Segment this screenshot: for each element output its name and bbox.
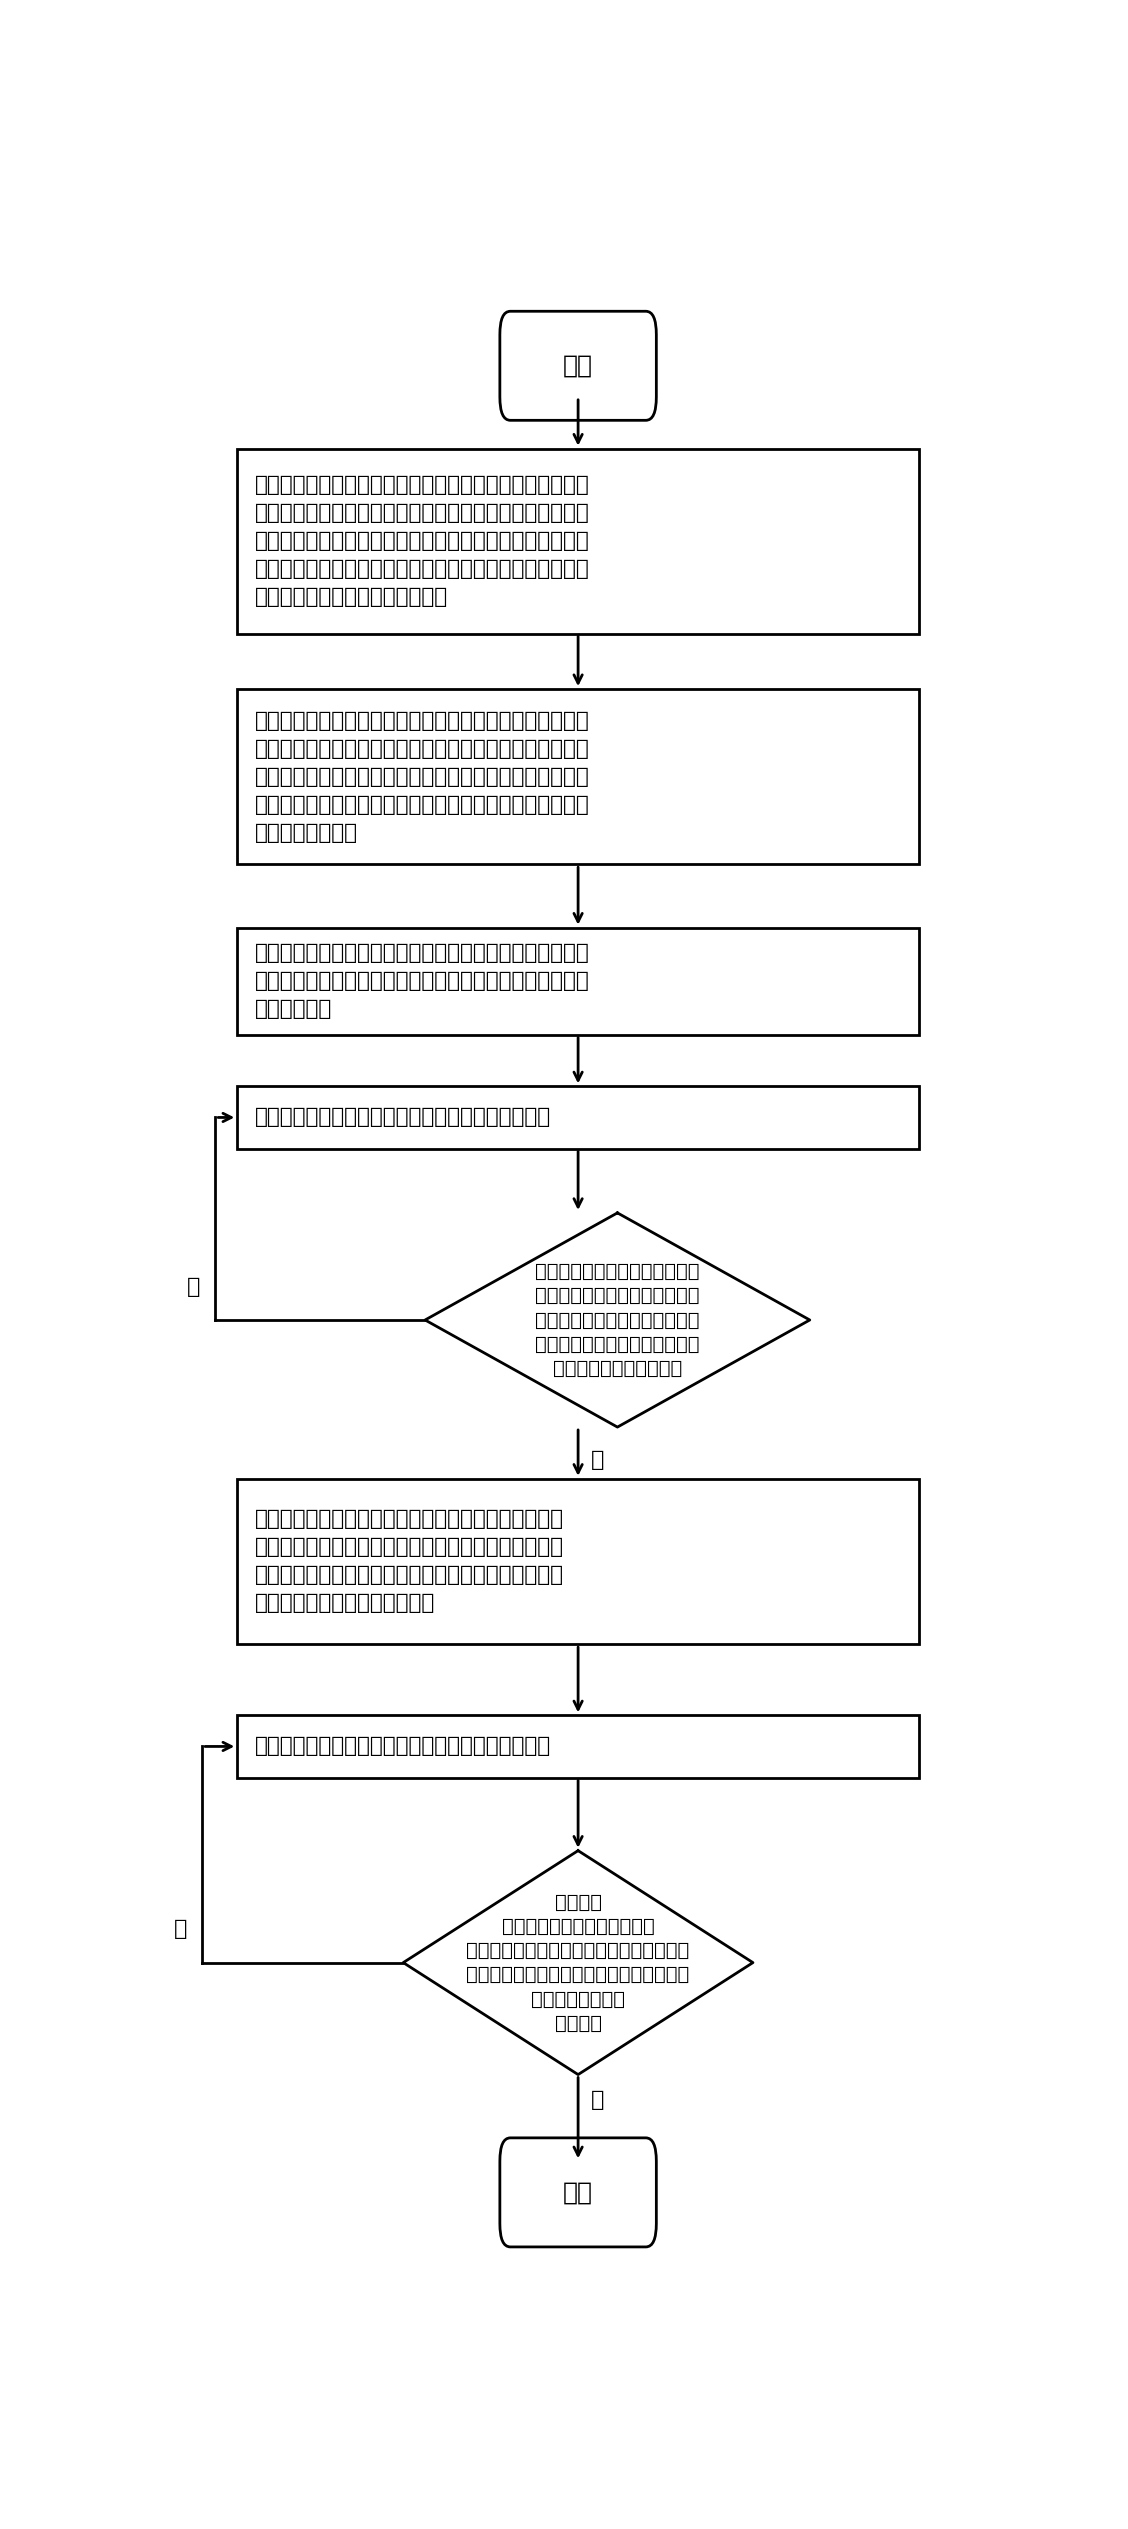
Text: 根据当前
迭代得到的光学参数分布，计
算脉冲激光入射时边界的辐射强度信号，得
到目标函数，判断当前迭代的目标函数是否
小于给定的目标函
数阈值；: 根据当前 迭代得到的光学参数分布，计 算脉冲激光入射时边界的辐射强度信号，得 到… (467, 1892, 689, 2033)
FancyBboxPatch shape (500, 311, 656, 420)
Text: 根据共轭梯度法更新弥散介质光学参数场的分布值；: 根据共轭梯度法更新弥散介质光学参数场的分布值； (255, 1108, 550, 1128)
Text: 否: 否 (187, 1277, 200, 1297)
Text: 是: 是 (591, 1452, 605, 1469)
Text: 结束: 结束 (563, 2180, 593, 2205)
Bar (237, 1087, 919, 1148)
Text: 根据共轭梯度法更新弥散介质光学参数场的分布值；: 根据共轭梯度法更新弥散介质光学参数场的分布值； (255, 1737, 550, 1758)
Bar (237, 928, 919, 1034)
Text: 将当前迭代得到的调频激光入射时的重建结果，作为脉
冲激光入射时的光学参数场的初值，根据时域辐射传输
方程计算得到介质边界的透反射辐射强度信号，与步骤
二中的测量: 将当前迭代得到的调频激光入射时的重建结果，作为脉 冲激光入射时的光学参数场的初值… (255, 1510, 564, 1614)
Bar (237, 1715, 919, 1778)
Bar (237, 1479, 919, 1644)
Text: 利用激光头发射出的脉冲激光分别入射介质的四个边界，激
光头每发射一次激光则利用微透镜阵列光场相机采集一次介
质边界的辐射场信号，数据采集处理系统分别对获得的辐射: 利用激光头发射出的脉冲激光分别入射介质的四个边界，激 光头每发射一次激光则利用微… (255, 711, 590, 842)
Text: 根据当前迭代得到的光学参数分
布，计算调频激光入射时边界的
辐射强度信号，得到目标函数，
判断当前迭代的目标函数是否小
于给定的目标函数阈值；: 根据当前迭代得到的光学参数分 布，计算调频激光入射时边界的 辐射强度信号，得到目… (535, 1262, 699, 1378)
Text: 设置弥散介质的光学参数场，根据频域辐射传输方程计算得
到介质边界的透反射辐射强度信号与步骤一中的测量信号构
成目标函数；: 设置弥散介质的光学参数场，根据频域辐射传输方程计算得 到介质边界的透反射辐射强度… (255, 943, 590, 1019)
FancyBboxPatch shape (500, 2137, 656, 2246)
Bar (237, 448, 919, 635)
Text: 否: 否 (174, 1920, 187, 1940)
Bar (237, 688, 919, 865)
Text: 是: 是 (591, 2089, 605, 2109)
Text: 开始: 开始 (563, 354, 593, 377)
Text: 开启激光控制器，使激光头发射出的调频激光分别入射介质
的四个边界，激光头每发射一次激光则利用微透镜阵列光场
相机采集一次介质边界的辐射场信号，数据采集处理系统分: 开启激光控制器，使激光头发射出的调频激光分别入射介质 的四个边界，激光头每发射一… (255, 475, 590, 607)
